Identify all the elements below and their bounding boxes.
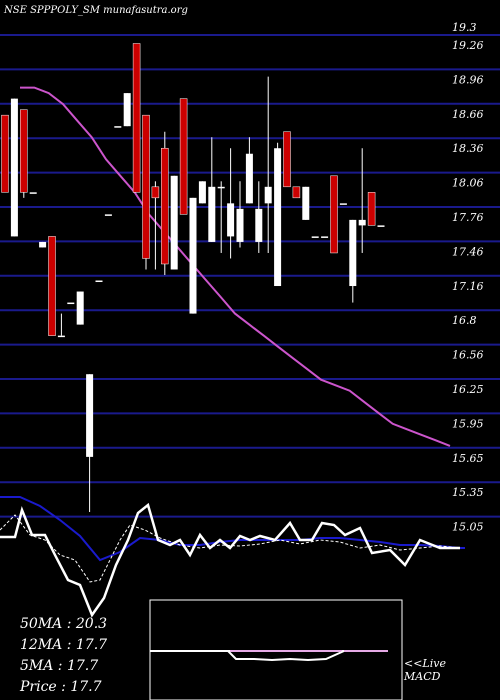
oscillator-panel xyxy=(0,496,465,618)
macd-box xyxy=(149,599,403,700)
y-tick-label: 16.25 xyxy=(452,383,484,396)
moving-average-layer xyxy=(20,86,451,447)
y-tick-label: 18.36 xyxy=(452,142,484,155)
candle-body xyxy=(236,208,244,242)
candle-body xyxy=(264,186,272,204)
macd-label: <<Live MACD xyxy=(403,657,449,683)
candle-body xyxy=(349,219,357,287)
y-tick-label: 18.06 xyxy=(452,177,484,190)
y-tick-label: 15.95 xyxy=(452,417,484,430)
candle-body xyxy=(377,225,385,227)
candle-body xyxy=(227,203,235,237)
candle-body xyxy=(321,236,329,238)
oscillator-blue-line xyxy=(0,496,465,562)
candle-body xyxy=(274,148,282,287)
candle-body xyxy=(302,186,310,220)
candle-body xyxy=(208,186,216,242)
candles-layer xyxy=(1,43,385,512)
y-tick-label: 16.8 xyxy=(452,314,477,327)
y-tick-label: 19.26 xyxy=(452,39,484,52)
macd-label-line2: MACD xyxy=(403,670,441,683)
candle-body xyxy=(95,280,103,283)
y-tick-label: 18.66 xyxy=(452,108,484,121)
ma12-label: 12MA : 17.7 xyxy=(20,637,107,653)
ma50-label: 50MA : 20.3 xyxy=(20,616,107,632)
candle-body xyxy=(76,291,84,325)
y-tick-labels: 19.3 19.26 18.96 18.66 18.36 18.06 17.76 17.46 1… xyxy=(452,21,484,534)
candle-body xyxy=(86,374,94,457)
candle-body xyxy=(330,175,338,254)
candle-body xyxy=(311,236,319,238)
y-tick-label: 18.96 xyxy=(452,73,484,86)
y-tick-label: 15.65 xyxy=(452,452,484,465)
y-tick-label: 15.35 xyxy=(452,486,484,499)
macd-label-line1: <<Live xyxy=(404,657,446,670)
macd-histogram-line xyxy=(227,650,345,662)
chart-title: NSE SPPPOLY_SM munafasutra.org xyxy=(3,5,188,16)
candle-body xyxy=(161,147,169,265)
candle-body xyxy=(67,302,75,305)
candle-body xyxy=(151,186,160,199)
candle-body xyxy=(358,219,366,226)
candle-body xyxy=(123,93,131,127)
candle-body xyxy=(179,98,188,215)
oscillator-white-line xyxy=(0,502,460,618)
candle-body xyxy=(1,114,9,193)
candle-body xyxy=(132,43,141,193)
candle-body xyxy=(48,236,56,336)
y-tick-label: 17.16 xyxy=(452,280,484,293)
candle-body xyxy=(217,186,225,189)
candle-body xyxy=(255,208,263,242)
candle-body xyxy=(339,203,347,205)
ma5-label: 5MA : 17.7 xyxy=(20,658,98,674)
candle-body xyxy=(104,214,112,216)
candle-body xyxy=(142,114,150,259)
candle-body xyxy=(57,335,65,338)
candle-body xyxy=(10,98,18,237)
y-tick-label: 16.56 xyxy=(452,349,484,362)
candle-body xyxy=(292,186,301,199)
candle-body xyxy=(198,181,206,204)
candle-body xyxy=(114,126,122,128)
price-label: Price : 17.7 xyxy=(19,679,102,695)
candle-body xyxy=(245,153,253,204)
y-tick-label: 15.05 xyxy=(452,521,484,534)
candle-body xyxy=(170,175,178,270)
y-tick-label: 17.76 xyxy=(452,211,484,224)
candle-body xyxy=(283,131,291,188)
y-tick-label: 19.3 xyxy=(452,21,477,34)
moving-average-line xyxy=(20,86,451,447)
candle-body xyxy=(189,197,197,314)
candle-body xyxy=(29,192,37,194)
candle-body xyxy=(367,192,376,226)
candle-body xyxy=(20,109,28,193)
candle-body xyxy=(39,241,47,248)
y-tick-label: 17.46 xyxy=(452,245,484,258)
